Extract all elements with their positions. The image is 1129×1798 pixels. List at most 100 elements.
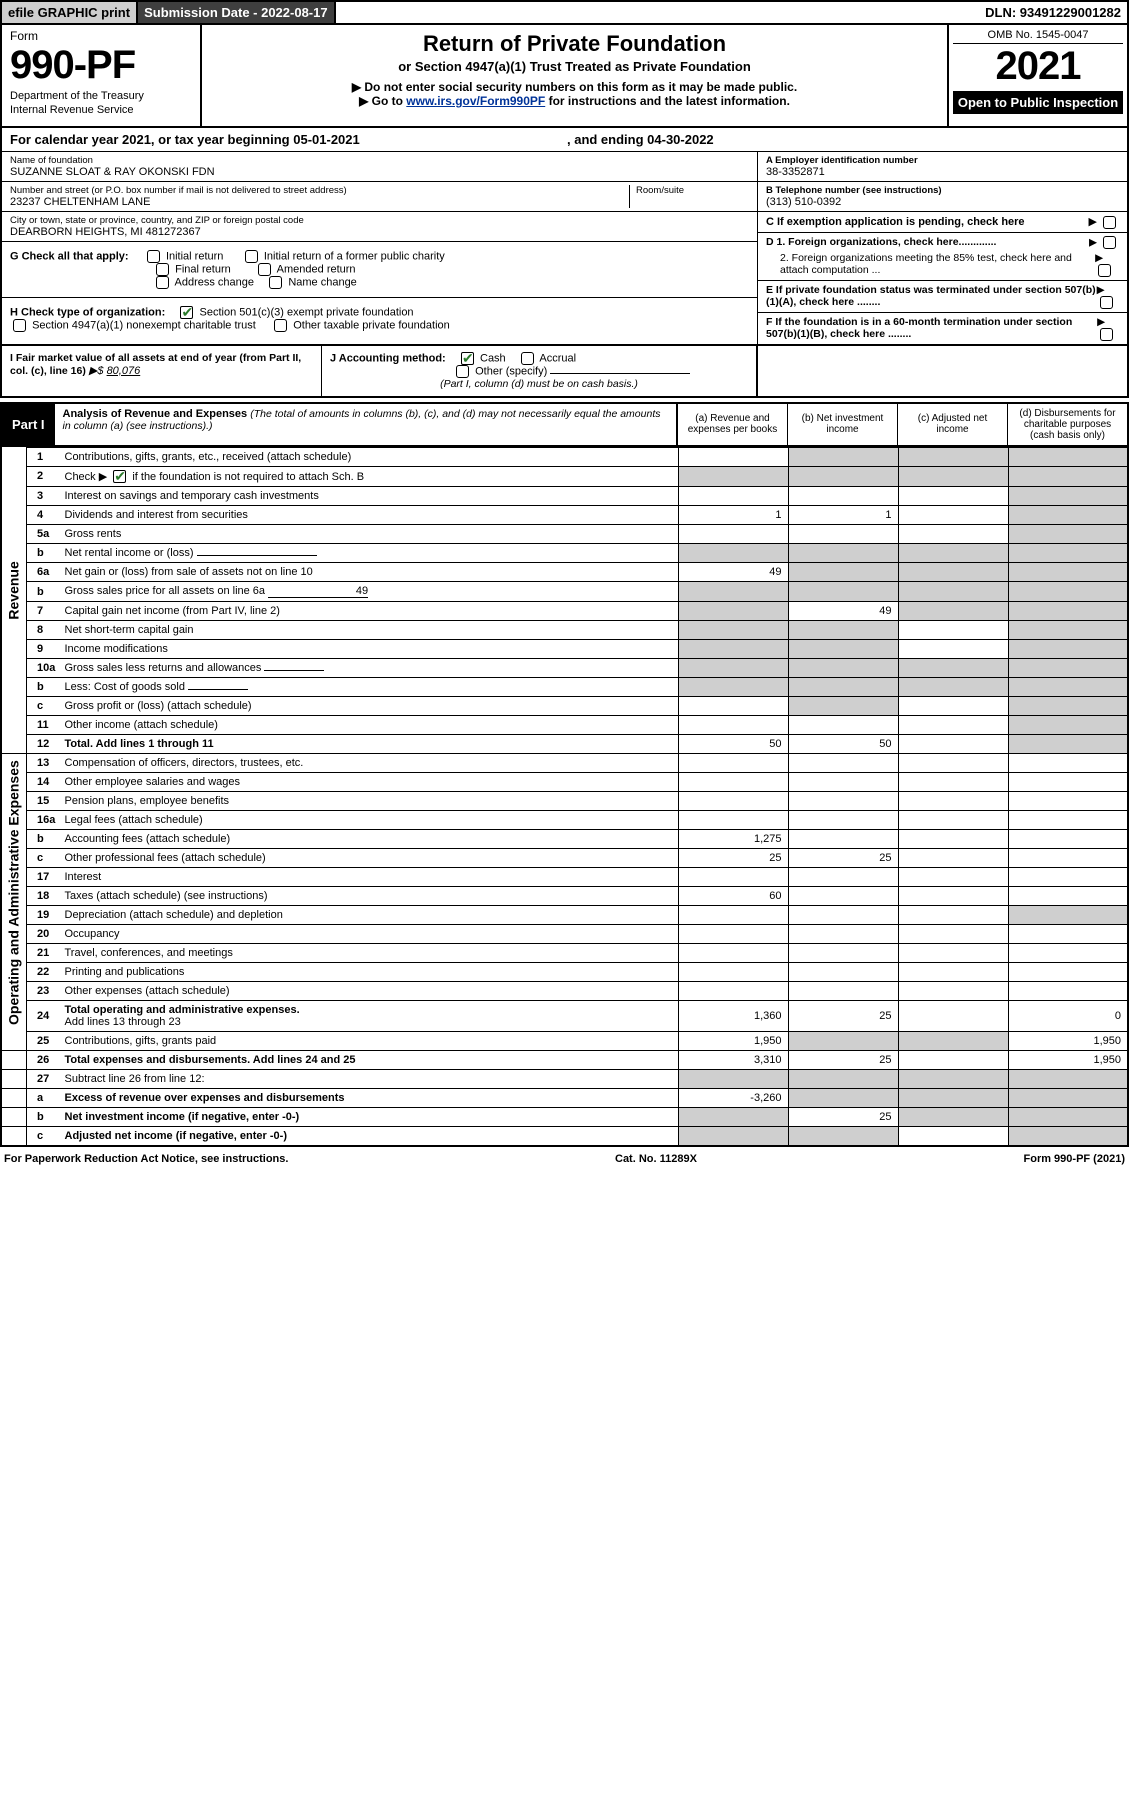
row-21: 21 Travel, conferences, and meetings [1,944,1128,963]
checkbox-other-taxable[interactable] [274,319,287,332]
row-15-num: 15 [27,792,61,811]
row-6a-num: 6a [27,563,61,582]
row-10a-num: 10a [27,659,61,678]
row-10b-desc: Less: Cost of goods sold [61,678,679,697]
row-23-desc: Other expenses (attach schedule) [61,982,679,1001]
checkbox-no-schb[interactable] [113,470,126,483]
row-18: 18 Taxes (attach schedule) (see instruct… [1,887,1128,906]
row-27b-num: b [27,1108,61,1127]
row-22-num: 22 [27,963,61,982]
i-label: I Fair market value of all assets at end… [10,352,301,377]
dept-treasury: Department of the Treasury [10,90,192,102]
row-6b: b Gross sales price for all assets on li… [1,582,1128,602]
row-16c-b: 25 [788,849,898,868]
row-5a-num: 5a [27,525,61,544]
checkbox-exemption-pending[interactable] [1103,216,1116,229]
row-10b-num: b [27,678,61,697]
part1-table: Revenue 1 Contributions, gifts, grants, … [0,447,1129,1148]
row-6a-a: 49 [678,563,788,582]
checkbox-initial-former[interactable] [245,250,258,263]
checkbox-60month[interactable] [1100,328,1113,341]
checkbox-accrual[interactable] [521,352,534,365]
col-d-header: (d) Disbursements for charitable purpose… [1007,404,1127,445]
row-12-a: 50 [678,735,788,754]
checkbox-cash[interactable] [461,352,474,365]
row-16b-desc: Accounting fees (attach schedule) [61,830,679,849]
phone-value: (313) 510-0392 [766,196,1119,208]
row-10a-desc: Gross sales less returns and allowances [61,659,679,678]
checkbox-final-return[interactable] [156,263,169,276]
row-16c-desc: Other professional fees (attach schedule… [61,849,679,868]
row-5a: 5a Gross rents [1,525,1128,544]
top-bar: efile GRAPHIC print Submission Date - 20… [0,0,1129,25]
row-22: 22 Printing and publications [1,963,1128,982]
row-27b: b Net investment income (if negative, en… [1,1108,1128,1127]
row-27b-b: 25 [788,1108,898,1127]
row-10a: 10a Gross sales less returns and allowan… [1,659,1128,678]
col-c-header: (c) Adjusted net income [897,404,1007,445]
revenue-sidelabel: Revenue [1,447,27,735]
row-4-b: 1 [788,506,898,525]
g-name-change: Name change [288,276,357,288]
form-header: Form 990-PF Department of the Treasury I… [0,25,1129,128]
address-value: 23237 CHELTENHAM LANE [10,196,629,208]
calendar-pre: For calendar year 2021, or tax year begi… [10,132,293,147]
row-13-desc: Compensation of officers, directors, tru… [61,754,679,773]
row-13: Operating and Administrative Expenses 13… [1,754,1128,773]
g-addr-change: Address change [175,276,255,288]
row-6b-num: b [27,582,61,602]
row-11-num: 11 [27,716,61,735]
form-title: Return of Private Foundation [212,31,937,57]
form990pf-link[interactable]: www.irs.gov/Form990PF [406,94,545,108]
row-16b-a: 1,275 [678,830,788,849]
h-other: Other taxable private foundation [293,319,450,331]
f-cell: F If the foundation is in a 60-month ter… [758,313,1127,344]
checkbox-amended-return[interactable] [258,263,271,276]
row-20: 20 Occupancy [1,925,1128,944]
part1-label: Part I [2,404,55,445]
checkbox-4947[interactable] [13,319,26,332]
submission-date: Submission Date - 2022-08-17 [138,2,336,23]
checkbox-501c3[interactable] [180,306,193,319]
row-4-num: 4 [27,506,61,525]
e-cell: E If private foundation status was termi… [758,281,1127,313]
row-16b-num: b [27,830,61,849]
h-label: H Check type of organization: [10,306,165,318]
row-25: 25 Contributions, gifts, grants paid 1,9… [1,1032,1128,1051]
j-cell: J Accounting method: Cash Accrual Other … [322,346,757,396]
row-12-num: 12 [27,735,61,754]
calendar-mid: , and ending [567,132,647,147]
row-2-desc: Check ▶ if the foundation is not require… [61,466,679,487]
checkbox-foreign-85[interactable] [1098,264,1111,277]
row-24-t1: Total operating and administrative expen… [65,1004,300,1016]
checkbox-initial-return[interactable] [147,250,160,263]
checkbox-address-change[interactable] [156,276,169,289]
checkbox-status-terminated[interactable] [1100,296,1113,309]
j-accrual: Accrual [539,352,576,364]
checkbox-foreign-org[interactable] [1103,236,1116,249]
row-5b-text: Net rental income or (loss) [65,547,194,559]
row-1: Revenue 1 Contributions, gifts, grants, … [1,447,1128,466]
row-16a-num: 16a [27,811,61,830]
col-a-header: (a) Revenue and expenses per books [677,404,787,445]
tax-year: 2021 [953,44,1123,89]
row-21-num: 21 [27,944,61,963]
row-3-num: 3 [27,487,61,506]
page-footer: For Paperwork Reduction Act Notice, see … [0,1147,1129,1171]
foundation-name: SUZANNE SLOAT & RAY OKONSKI FDN [10,166,749,178]
city-cell: City or town, state or province, country… [2,212,757,242]
row-6b-desc: Gross sales price for all assets on line… [61,582,679,602]
row-27c-num: c [27,1127,61,1147]
row-14: 14 Other employee salaries and wages [1,773,1128,792]
checkbox-name-change[interactable] [269,276,282,289]
row-4-desc: Dividends and interest from securities [61,506,679,525]
form-note1: ▶ Do not enter social security numbers o… [212,80,937,94]
footer-right: Form 990-PF (2021) [1024,1153,1125,1165]
row-19-desc: Depreciation (attach schedule) and deple… [61,906,679,925]
row-26-num: 26 [27,1051,61,1070]
row-26: 26 Total expenses and disbursements. Add… [1,1051,1128,1070]
info-left: Name of foundation SUZANNE SLOAT & RAY O… [2,152,757,344]
row-20-num: 20 [27,925,61,944]
row-11-desc: Other income (attach schedule) [61,716,679,735]
h-row: H Check type of organization: Section 50… [2,298,757,340]
